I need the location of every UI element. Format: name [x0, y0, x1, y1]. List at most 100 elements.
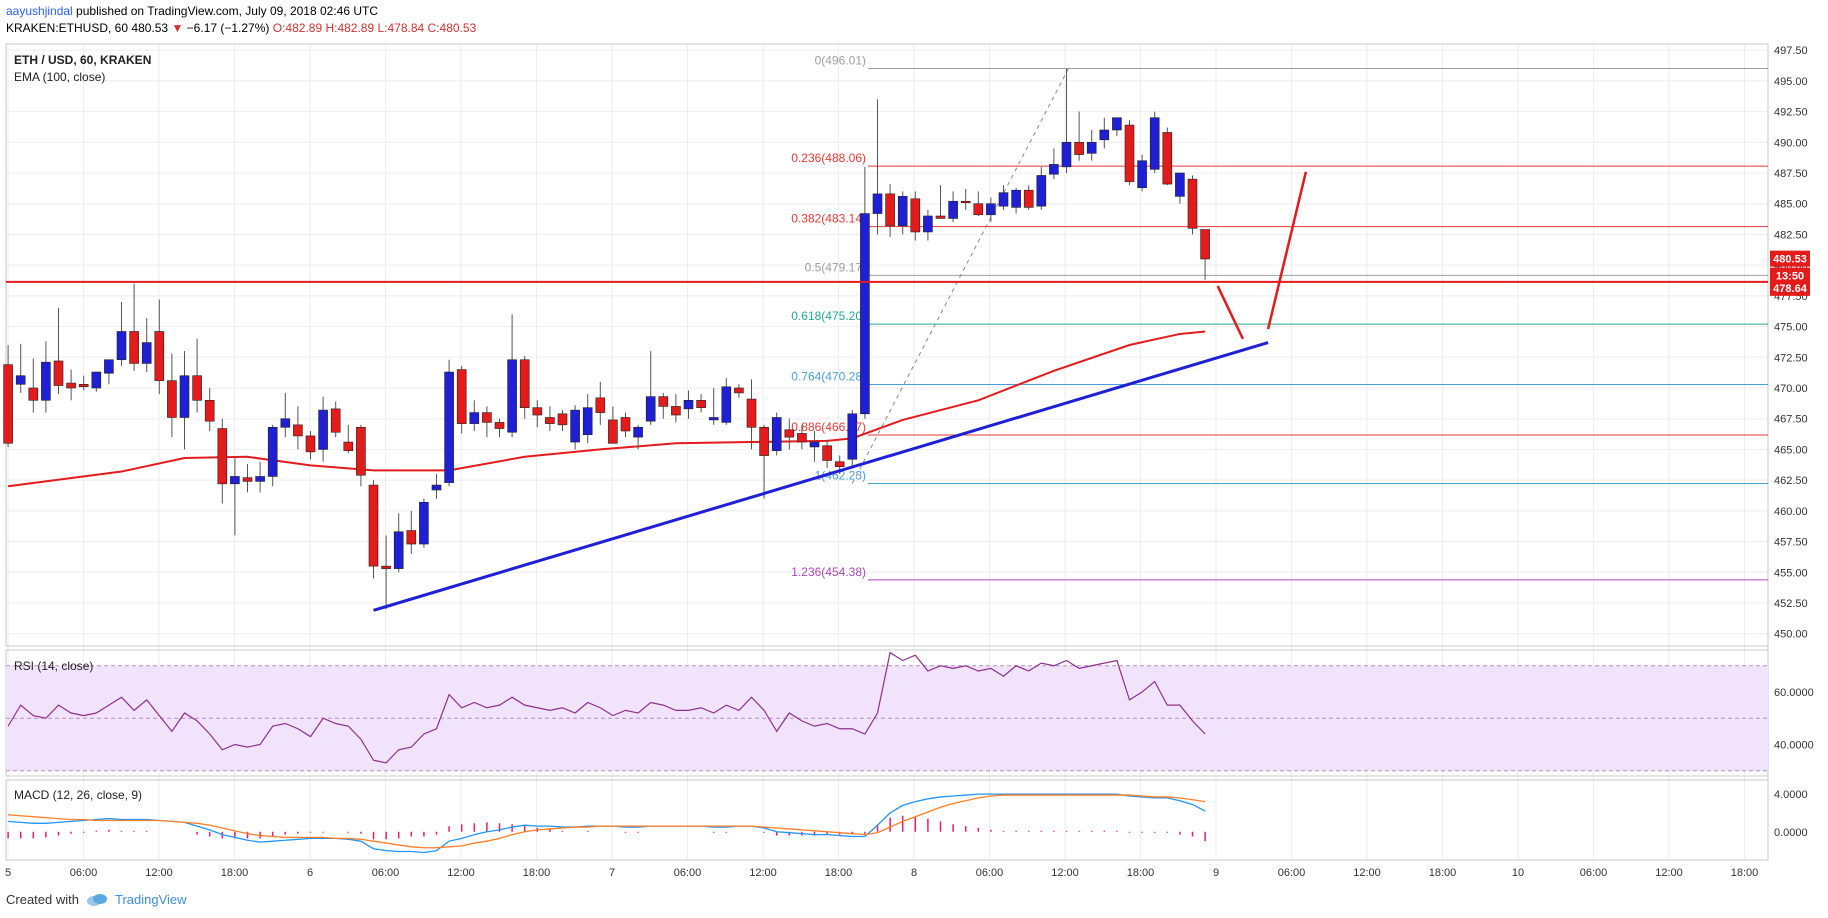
candle-body [1061, 141, 1072, 168]
candle-body [1036, 175, 1047, 207]
candle [1099, 117, 1110, 149]
candle [41, 341, 51, 413]
time-tick-label: 06:00 [372, 867, 400, 879]
forecast-stroke [1216, 285, 1245, 340]
macd-indicator [7, 793, 1206, 854]
candle [141, 317, 152, 373]
candle-body [809, 441, 820, 448]
candle-body [784, 429, 795, 438]
candle [734, 384, 744, 398]
candle-body [973, 203, 984, 216]
candle-body [620, 417, 631, 432]
candle [721, 378, 732, 425]
candle-body [15, 375, 26, 385]
macd-panel[interactable] [5, 779, 1769, 861]
candle-body [318, 409, 328, 450]
candle [343, 424, 354, 454]
price-tick-label: 475.00 [1774, 322, 1808, 334]
candle-body [104, 359, 114, 374]
candle [230, 456, 240, 536]
price-tick-label: 465.00 [1774, 444, 1808, 456]
candle-body [28, 387, 39, 401]
macd-legend: MACD (12, 26, close, 9) [14, 788, 142, 802]
axes: 497.50 495.00 492.50 490.00 487.50 485.00 482.… [5, 45, 1814, 879]
candle-body [1137, 160, 1147, 189]
candle-body [998, 192, 1009, 207]
candle [633, 424, 643, 450]
candle-body [230, 476, 240, 485]
price-tick-label: 452.50 [1774, 598, 1808, 610]
symbol-label: KRAKEN:ETHUSD, 60 [6, 21, 129, 35]
candle-body [3, 364, 13, 444]
author-link[interactable]: aayushjindal [6, 4, 73, 18]
candle-body [330, 408, 341, 433]
fib-level-label: 0.236(488.06) [791, 151, 866, 165]
candle [192, 338, 202, 413]
candle-body [771, 417, 782, 451]
time-tick-label: 8 [911, 867, 917, 879]
candle-body [507, 359, 517, 433]
candle [1124, 120, 1135, 186]
price-axis-tag: 480.53 [1770, 250, 1810, 267]
price-change: −6.17 (−1.27%) [186, 21, 270, 35]
candle [406, 510, 417, 554]
candle [15, 343, 26, 393]
price-axis-tag: 13:50 [1770, 267, 1810, 284]
drawings[interactable] [6, 171, 1768, 612]
footer: Created with TradingView [6, 892, 187, 907]
chart-canvas[interactable]: 0(496.01) 0.236(488.06) 0.382(483.14) 0.5(4… [0, 0, 1828, 880]
candle [1149, 111, 1160, 173]
candle [393, 513, 404, 573]
candle-body [356, 427, 366, 476]
time-tick-label: 12:00 [447, 867, 475, 879]
tradingview-link[interactable]: TradingView [114, 892, 187, 907]
price-axis-tag-text: 13:50 [1776, 271, 1804, 283]
fib-level-label: 0(496.01) [815, 53, 866, 67]
time-tick-label: 18:00 [1731, 867, 1759, 879]
candle-body [671, 406, 681, 416]
candle [822, 439, 832, 468]
candle-body [204, 399, 215, 422]
candle [381, 535, 391, 610]
candle-body [721, 386, 732, 423]
publish-header: aayushjindal published on TradingView.co… [6, 4, 476, 35]
candle [658, 392, 669, 419]
candle-body [66, 382, 76, 389]
candle-body [608, 419, 618, 444]
candle-body [1011, 189, 1021, 208]
candle [683, 390, 694, 419]
candle-body [1112, 117, 1122, 131]
candle [746, 379, 757, 450]
time-tick-label: 12:00 [1353, 867, 1381, 879]
candle [960, 188, 971, 210]
fibonacci-retracement[interactable]: 0(496.01) 0.236(488.06) 0.382(483.14) 0.5(4… [791, 53, 1768, 581]
macd-line [8, 793, 1206, 854]
candle-body [141, 342, 152, 364]
candle [1061, 68, 1072, 173]
candle-body [393, 531, 404, 569]
time-tick-label: 10 [1512, 867, 1524, 879]
candle [935, 185, 946, 219]
candle-body [1124, 124, 1135, 182]
candle-body [41, 361, 51, 401]
forecast-stroke [1266, 171, 1308, 330]
candle [771, 412, 782, 456]
price-panel[interactable] [5, 43, 1769, 647]
candle-body [834, 461, 845, 467]
candle-body [532, 407, 543, 416]
candle-body [192, 375, 202, 401]
candle [608, 406, 618, 444]
candle [1074, 111, 1084, 161]
candle [885, 184, 895, 237]
candle-body [545, 417, 555, 424]
candle [620, 412, 631, 438]
time-tick-label: 18:00 [1429, 867, 1457, 879]
time-tick-label: 06:00 [1278, 867, 1306, 879]
fib-level-label: 0.886(466.17) [791, 420, 866, 434]
candle [532, 400, 543, 428]
candle [1200, 229, 1210, 280]
candle [696, 394, 706, 413]
candle-body [910, 198, 921, 233]
chart-title: ETH / USD, 60, KRAKEN [14, 53, 151, 67]
candle-body [1099, 129, 1110, 141]
